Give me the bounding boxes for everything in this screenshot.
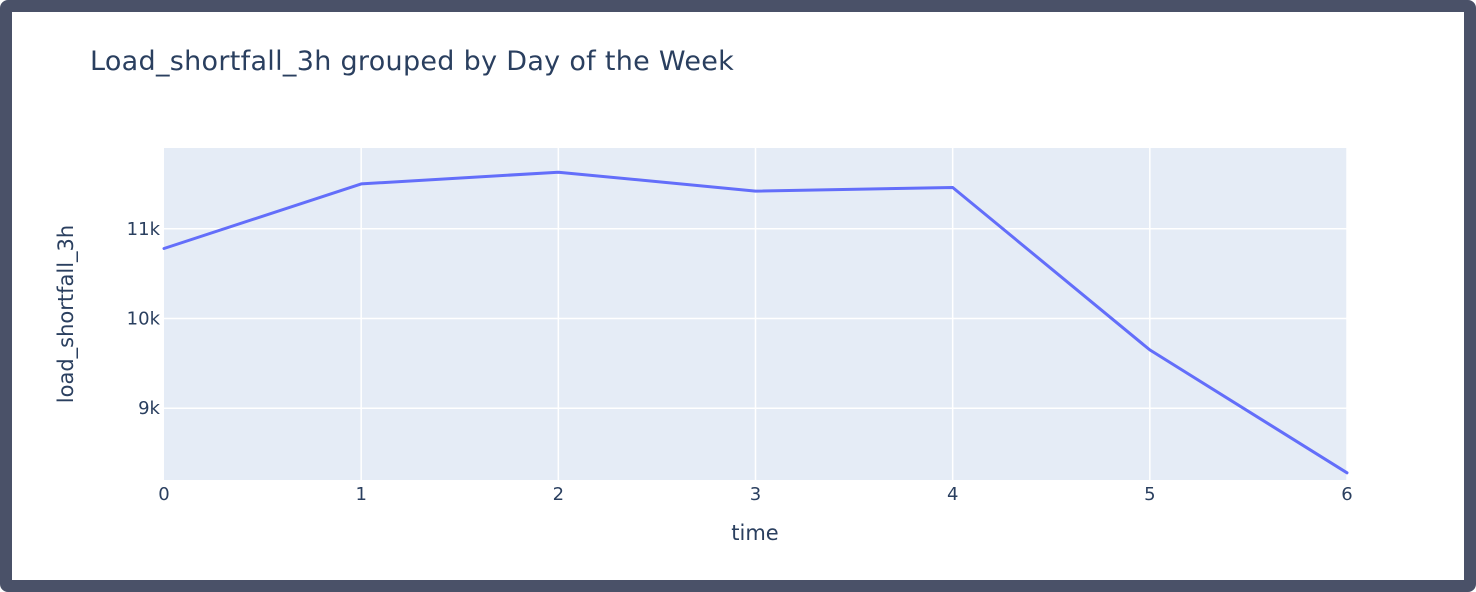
gridlines [164, 148, 1348, 480]
y-axis-title: load_shortfall_3h [54, 225, 79, 403]
y-axis-ticks: 9k 10k 11k [127, 219, 161, 419]
x-tick-label: 1 [355, 484, 366, 505]
series-line [162, 170, 1349, 475]
x-tick-label: 3 [750, 484, 761, 505]
x-tick-label: 0 [158, 484, 169, 505]
x-tick-label: 5 [1144, 484, 1155, 505]
x-tick-label: 2 [553, 484, 564, 505]
x-tick-label: 6 [1341, 484, 1352, 505]
x-tick-label: 4 [947, 484, 958, 505]
series-layer [162, 170, 1349, 475]
y-tick-label: 9k [138, 398, 160, 419]
y-tick-label: 10k [127, 308, 161, 329]
chart-title: Load_shortfall_3h grouped by Day of the … [90, 46, 735, 77]
x-axis-title: time [731, 521, 778, 545]
x-axis-ticks: 0 1 2 3 4 5 6 [158, 484, 1352, 505]
y-tick-label: 11k [127, 219, 161, 240]
